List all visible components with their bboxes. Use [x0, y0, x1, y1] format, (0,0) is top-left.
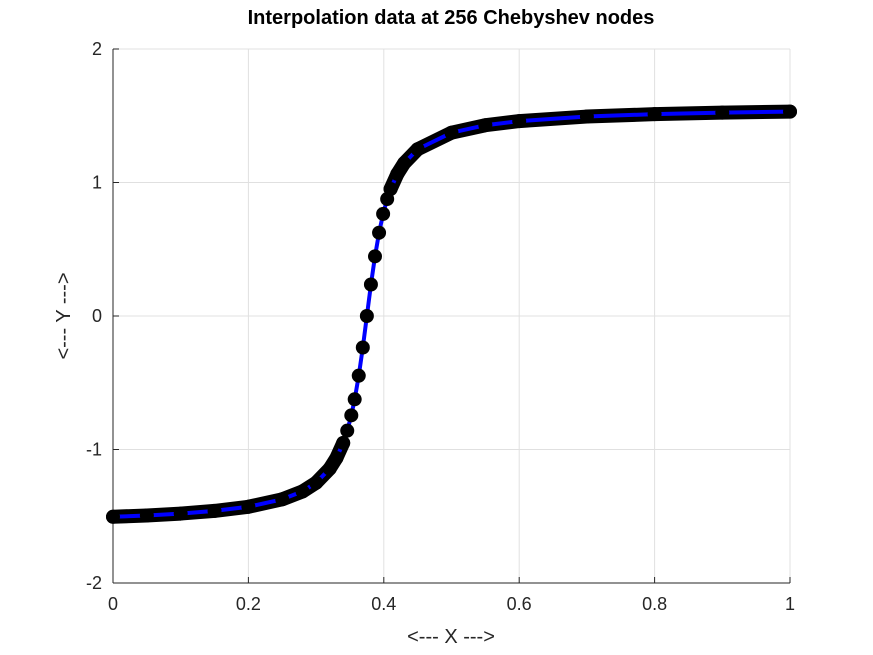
node-marker — [275, 492, 290, 507]
node-marker — [139, 508, 154, 523]
node-marker — [715, 105, 730, 120]
node-marker — [512, 114, 527, 129]
x-tick-label: 0 — [108, 594, 118, 614]
chart-title: Interpolation data at 256 Chebyshev node… — [248, 7, 655, 29]
node-marker — [363, 277, 378, 292]
node-marker — [351, 368, 366, 383]
node-marker — [376, 206, 391, 221]
node-marker — [444, 125, 459, 140]
dense-node-band — [106, 104, 797, 524]
axes — [112, 48, 791, 584]
node-marker — [344, 408, 359, 423]
node-marker — [367, 249, 382, 264]
x-tick-label: 0.4 — [371, 594, 396, 614]
node-marker — [329, 451, 344, 466]
node-marker — [579, 109, 594, 124]
node-marker — [647, 107, 662, 122]
node-marker — [397, 156, 412, 171]
node-marker — [359, 309, 374, 323]
node-marker — [410, 142, 425, 157]
series-lines — [112, 109, 791, 519]
node-marker — [309, 475, 324, 490]
y-tick-label: 2 — [92, 39, 102, 59]
node-band-right — [383, 104, 797, 197]
tick-labels: 0 0.2 0.4 0.6 0.8 1 -2 -1 0 1 2 — [86, 39, 795, 614]
node-marker — [390, 166, 405, 181]
x-tick-label: 0.2 — [236, 594, 261, 614]
node-marker — [355, 340, 370, 355]
y-tick-label: -1 — [86, 440, 102, 460]
node-marker — [783, 104, 797, 119]
x-tick-label: 0.6 — [507, 594, 532, 614]
x-tick-label: 0.8 — [642, 594, 667, 614]
node-marker — [295, 484, 310, 499]
node-markers — [106, 104, 797, 524]
y-axis-label: <--- Y ---> — [53, 272, 75, 359]
node-marker — [173, 506, 188, 521]
node-marker — [372, 225, 387, 240]
y-tick-label: -2 — [86, 573, 102, 593]
node-marker — [207, 503, 222, 518]
x-axis-label: <--- X ---> — [407, 626, 495, 648]
y-tick-label: 0 — [92, 306, 102, 326]
node-marker — [106, 509, 120, 524]
node-marker — [241, 499, 256, 514]
node-marker — [340, 423, 355, 438]
node-marker — [347, 392, 362, 407]
node-marker — [322, 461, 337, 476]
node-marker — [336, 435, 351, 450]
x-tick-label: 1 — [785, 594, 795, 614]
y-tick-label: 1 — [92, 173, 102, 193]
node-band-left — [106, 435, 351, 524]
node-marker — [383, 182, 398, 197]
node-marker — [478, 118, 493, 133]
interpolant-line — [112, 109, 791, 519]
